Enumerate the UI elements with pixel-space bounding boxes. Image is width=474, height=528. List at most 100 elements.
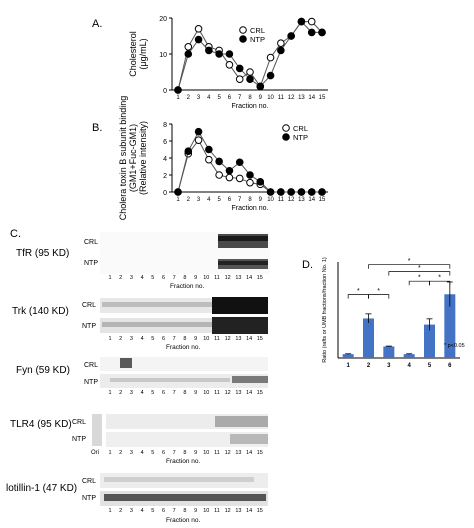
blot-tlr4-protein-label: TLR4 (95 KD) [10,419,72,430]
panel-a-label: A. [92,18,102,30]
chart-a-series-0-point-9 [266,53,275,62]
blot-4-fraction-number-3: 4 [141,508,144,514]
blot-tlr4-ntp-label: NTP [72,436,86,443]
blot-4-fraction-number-11: 12 [225,508,231,514]
chart-b-series-1-point-7 [246,171,254,179]
blot-1-fraction-number-6: 7 [173,336,176,342]
blot-2-fraction-number-4: 5 [151,390,154,396]
chart-b-series-1-point-10 [277,188,285,196]
blot-tfr-ntp-label: NTP [84,260,98,267]
sig-star-3-6: * [418,265,421,272]
blot-2-fraction-number-0: 1 [108,390,111,396]
blot-0-fraction-number-6: 7 [173,275,176,281]
blot-0-fraction-number-5: 6 [162,275,165,281]
chart-a-series-0-point-5 [225,61,234,69]
blot-tlr4-crl-band [215,416,268,427]
blot-2-fraction-number-2: 3 [130,390,133,396]
sig-star-2-3: * [377,288,380,295]
blot-1-fraction-number-11: 12 [225,336,231,342]
blot-4-fraction-number-6: 7 [173,508,176,514]
blot-4-fraction-number-12: 13 [235,508,241,514]
chart-b-legend-label-0: CRL [293,124,308,133]
blot-3-fraction-number-4: 5 [151,450,154,456]
blot-4-fraction-number-1: 2 [119,508,122,514]
chart-a-series-1-point-1 [184,50,193,58]
chart-a-series-0-point-6 [235,75,244,83]
blot-trk-fraction-axis-label: Fraction no. [166,344,201,351]
sig-star-4-5: * [418,275,421,282]
chart-b-xtick-label-0: 1 [176,197,180,203]
blot-fyn: Fyn (59 KD) CRL NTP 1 2 3 4 5 6 7 8 9 10 11 12 13 14 1… [16,357,268,396]
chart-b-series-1-point-8 [256,178,265,186]
blot-4-fraction-number-8: 9 [194,508,197,514]
blot-1-fraction-number-0: 1 [108,336,111,342]
chart-b-xtick-label-11: 12 [288,197,295,203]
chart-a-xtick-label-6: 7 [238,95,242,101]
chart-a-xlabel: Fraction no. [232,103,269,110]
chart-a-ytick-label-2: 20 [159,16,167,23]
blot-0-fraction-number-10: 11 [214,275,220,281]
chart-a-series-1-point-9 [266,71,275,80]
chart-b-legend-marker-0 [282,124,290,132]
chart-b-xtick-label-8: 9 [259,197,263,203]
chart-b-series-1-point-14 [318,188,326,196]
chart-a-xtick-label-11: 12 [288,95,295,101]
chart-a-ytick-label-1: 10 [159,52,167,59]
chart-a-series-1-point-14 [318,28,326,37]
blot-1-fraction-number-2: 3 [130,336,133,342]
chart-a-xtick-label-14: 15 [319,95,326,101]
blot-0-fraction-number-4: 5 [151,275,154,281]
chart-b-series-0-point-4 [215,171,223,179]
chart-b-ylabel-0: Cholera toxin B subunit binding [118,96,128,221]
blot-tlr4: TLR4 (95 KD) CRL NTP Ori 1 2 3 4 5 6 7 8 9 10 11 12… [10,414,268,465]
chart-b-xtick-label-14: 15 [319,197,326,203]
blot-trk-ntp-band [212,317,268,334]
blot-flotillin-fraction-axis-label: Fraction no. [166,517,201,524]
chart-a-series-0-point-7 [246,68,254,76]
blot-tlr4-ntp-band [230,434,268,444]
blot-1-fraction-number-9: 10 [203,336,209,342]
blot-4-fraction-number-5: 6 [162,508,165,514]
bar-category-label-0: 1 [346,363,350,369]
blot-2-fraction-number-1: 2 [119,390,122,396]
bar-0 [342,354,354,358]
blot-1-fraction-number-13: 14 [246,336,252,342]
bar-4 [424,324,435,358]
chart-a-xtick-label-13: 14 [308,95,315,101]
chart-a-legend-label-1: NTP [250,35,265,44]
chart-a-ytick-label-0: 0 [163,88,167,95]
sig-bracket-1-2 [347,294,369,299]
blot-3-fraction-number-8: 9 [194,450,197,456]
blot-2-fraction-number-12: 13 [235,390,241,396]
blot-4-fraction-number-13: 14 [246,508,252,514]
blot-0-fraction-number-12: 13 [235,275,241,281]
chart-b-series-1-point-1 [184,147,193,155]
blot-tlr4-origin-lane [92,414,102,446]
blot-trk-crl-faint-band [102,302,212,307]
sig-bracket-5-6 [429,280,451,286]
chart-a-ylabel-0: Cholesterol [128,31,138,77]
chart-b-xtick-label-3: 4 [207,197,211,203]
blot-3-fraction-number-0: 1 [108,450,111,456]
blot-2-fraction-number-10: 11 [214,390,220,396]
chart-a-xtick-label-5: 6 [228,95,232,101]
chart-b-series-1-point-4 [215,157,223,166]
chart-a-series-1-point-3 [205,46,213,55]
bar-chart-annotation: * p<0.05 [444,343,465,349]
chart-b-xtick-label-2: 3 [197,197,201,203]
blot-4-fraction-number-4: 5 [151,508,154,514]
chart-a-xtick-label-3: 4 [207,95,211,101]
blot-flotillin-crl-label: CRL [82,478,96,485]
blot-tfr-crl-label: CRL [84,239,98,246]
chart-a-xtick-label-2: 3 [197,95,201,101]
blot-1-fraction-number-8: 9 [194,336,197,342]
sig-star-5-6: * [438,275,441,282]
chart-b-series-0-point-2 [194,136,203,144]
chart-b-series-1-point-0 [174,188,182,196]
chart-a-series-1-point-4 [215,50,223,58]
chart-a-series-1-point-12 [297,17,306,26]
bar-chart-ylabel: Ratio (rafts or UMB fractions/fraction N… [322,257,328,363]
chart-b-xtick-label-9: 10 [267,197,274,203]
chart-b-series-1-point-6 [235,158,244,167]
chart-b-series-0-point-3 [205,155,213,164]
